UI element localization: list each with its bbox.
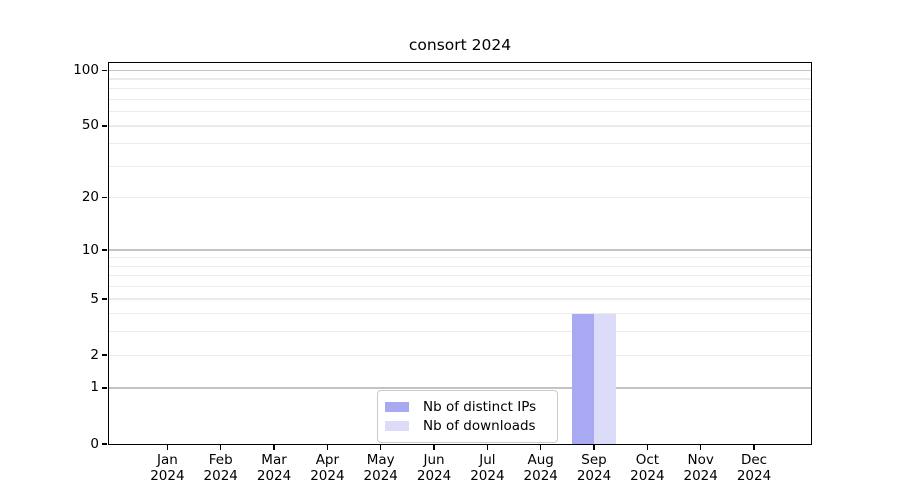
x-tick-month-jan: Jan	[156, 452, 178, 468]
x-tick-year-dec: 2024	[736, 467, 772, 484]
x-tick-year-apr: 2024	[310, 467, 345, 484]
x-tick-mark-jul	[486, 445, 489, 451]
legend-item-distinct-ips: Nb of distinct IPs	[385, 398, 549, 416]
x-tick-year-sep: 2024	[576, 467, 612, 484]
gridline-minor-20	[109, 197, 811, 199]
y-tick-label-5: 5	[90, 290, 99, 307]
legend-item-downloads: Nb of downloads	[385, 417, 549, 435]
gridline-minor-40	[109, 142, 811, 145]
x-tick-label-may: May 2024	[349, 452, 413, 484]
x-tick-label-aug: Aug 2024	[509, 452, 573, 484]
gridline-major-10	[109, 249, 811, 251]
gridline-minor-5	[109, 298, 811, 300]
plot-area: 0 1 2 5 10 20 50 100 Jan 2024 Feb 2024 Mar 2024 Apr 202…	[73, 62, 812, 484]
x-tick-mark-sep	[593, 445, 595, 451]
x-tick-year-feb: 2024	[203, 467, 238, 484]
x-tick-label-jan: Jan 2024	[135, 452, 199, 484]
x-tick-year-jan: 2024	[150, 467, 185, 484]
x-tick-mark-mar	[273, 445, 275, 451]
x-tick-month-feb: Feb	[208, 452, 233, 468]
x-tick-year-mar: 2024	[256, 467, 292, 484]
x-tick-month-aug: Aug	[527, 452, 554, 468]
legend: Nb of distinct IPs Nb of downloads	[377, 390, 558, 443]
y-tick-label-0: 0	[90, 435, 99, 452]
gridline-minor-6	[109, 285, 811, 288]
bar-layer	[109, 63, 811, 444]
gridline-minor-4	[109, 313, 811, 315]
gridline-minor-70	[109, 98, 811, 100]
x-tick-label-sep: Sep 2024	[562, 452, 626, 484]
x-tick-label-apr: Apr 2024	[295, 452, 359, 484]
legend-swatch-distinct-ips	[385, 402, 409, 412]
y-tick-label-100: 100	[73, 62, 99, 79]
x-tick-year-aug: 2024	[523, 467, 558, 484]
y-tick-label-20: 20	[81, 189, 99, 206]
x-tick-month-may: May	[366, 452, 395, 468]
x-tick-month-mar: Mar	[261, 452, 287, 468]
x-tick-year-may: 2024	[363, 467, 398, 484]
y-tick-mark-0	[102, 443, 107, 445]
y-tick-label-2: 2	[90, 346, 99, 363]
y-tick-label-50: 50	[81, 117, 99, 134]
y-tick-mark-100	[102, 69, 107, 72]
gridline-minor-2	[109, 354, 811, 356]
x-tick-mark-jun	[433, 445, 435, 451]
x-tick-month-nov: Nov	[687, 452, 714, 468]
x-tick-month-apr: Apr	[315, 452, 340, 468]
legend-swatch-downloads	[385, 421, 409, 431]
gridline-layer	[109, 63, 811, 444]
x-tick-label-mar: Mar 2024	[242, 452, 306, 484]
legend-label-downloads: Nb of downloads	[423, 418, 536, 434]
x-tick-label-dec: Dec 2024	[722, 452, 786, 484]
bar-nb-of-downloads-sep	[594, 313, 616, 444]
gridline-minor-50	[109, 125, 811, 127]
x-tick-label-oct: Oct 2024	[615, 452, 679, 484]
gridline-minor-8	[109, 265, 811, 267]
x-tick-mark-oct	[646, 445, 649, 451]
gridline-minor-3	[109, 331, 811, 333]
x-tick-label-nov: Nov 2024	[669, 452, 733, 484]
chart-title: consort 2024	[408, 36, 512, 54]
axis-tick-layer: 0 1 2 5 10 20 50 100 Jan 2024 Feb 2024 Mar 2024 Apr 202…	[73, 63, 811, 484]
y-tick-mark-20	[102, 196, 107, 199]
gridline-minor-30	[109, 165, 811, 167]
y-tick-mark-50	[102, 125, 107, 127]
x-tick-mark-aug	[540, 445, 542, 451]
bar-nb-of-distinct-ips-sep	[572, 313, 595, 444]
y-tick-mark-5	[102, 298, 107, 300]
x-tick-year-jun: 2024	[416, 467, 452, 484]
x-tick-mark-nov	[700, 445, 702, 451]
x-tick-mark-may	[380, 445, 382, 451]
x-tick-month-jul: Jul	[479, 452, 496, 468]
x-tick-label-feb: Feb 2024	[189, 452, 253, 484]
gridline-minor-80	[109, 87, 811, 90]
x-tick-month-sep: Sep	[581, 452, 607, 468]
x-tick-year-nov: 2024	[683, 467, 718, 484]
gridline-major-1	[109, 387, 811, 389]
gridline-minor-60	[109, 110, 811, 113]
x-tick-mark-jan	[166, 445, 169, 451]
x-tick-label-jul: Jul 2024	[455, 452, 519, 484]
x-tick-month-dec: Dec	[740, 452, 768, 468]
y-tick-label-10: 10	[81, 241, 99, 258]
y-tick-label-1: 1	[90, 379, 99, 396]
x-tick-mark-feb	[220, 445, 222, 451]
x-tick-year-oct: 2024	[630, 467, 665, 484]
x-tick-label-jun: Jun 2024	[402, 452, 466, 484]
y-tick-mark-10	[102, 249, 107, 251]
legend-label-distinct-ips: Nb of distinct IPs	[423, 399, 537, 415]
x-tick-mark-dec	[753, 445, 755, 451]
x-tick-month-oct: Oct	[635, 452, 660, 468]
x-tick-year-jul: 2024	[470, 467, 505, 484]
x-tick-month-jun: Jun	[423, 452, 445, 468]
gridline-major-100	[109, 70, 811, 72]
y-tick-mark-1	[102, 387, 107, 389]
y-tick-mark-2	[102, 354, 107, 356]
gridline-minor-7	[109, 275, 811, 277]
gridline-minor-90	[109, 78, 811, 80]
gridline-minor-9	[109, 257, 811, 259]
x-tick-mark-apr	[326, 445, 329, 451]
